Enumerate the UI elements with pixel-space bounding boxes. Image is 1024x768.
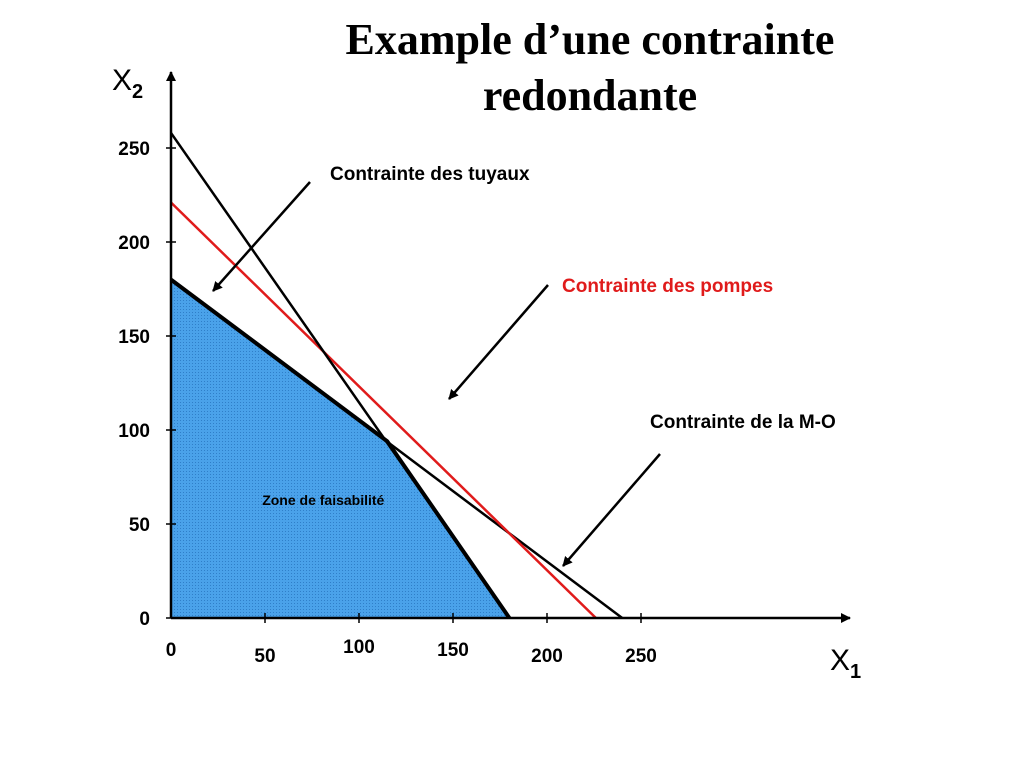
y-tick-label: 100 (118, 421, 150, 442)
feasible-region-label: Zone de faisabilité (262, 492, 384, 508)
constraint-line-2 (170, 201, 597, 619)
title-line-2: redondante (482, 71, 698, 120)
constraint-line-1 (170, 278, 623, 620)
constraint-line-3 (169, 132, 511, 619)
slide-title: Example d’une contrainte redondante (300, 12, 880, 124)
y-tick-label: 0 (139, 609, 150, 630)
y-axis-label: X2 (112, 64, 143, 103)
x-tick-label: 250 (625, 646, 657, 667)
x-tick-label: 200 (531, 646, 563, 667)
annotation-arrow-1 (212, 181, 311, 292)
annotation-arrow-2 (448, 284, 549, 400)
annotation-2: Contrainte des pompes (562, 276, 773, 297)
y-tick-label: 150 (118, 327, 150, 348)
x-tick-label: 50 (254, 646, 275, 667)
annotation-arrow-3 (562, 453, 661, 567)
annotation-3: Contrainte de la M-O (650, 412, 836, 433)
x-tick-label: 0 (166, 640, 177, 661)
x-tick-label: 150 (437, 640, 469, 661)
annotation-1: Contrainte des tuyaux (330, 164, 530, 185)
x-tick-label: 100 (343, 637, 375, 658)
x-axis-label: X1 (830, 644, 861, 683)
y-tick-label: 50 (129, 515, 150, 536)
y-tick-label: 250 (118, 139, 150, 160)
y-tick-label: 200 (118, 233, 150, 254)
feasible-region (171, 279, 510, 618)
title-line-1: Example d’une contrainte (345, 15, 835, 64)
